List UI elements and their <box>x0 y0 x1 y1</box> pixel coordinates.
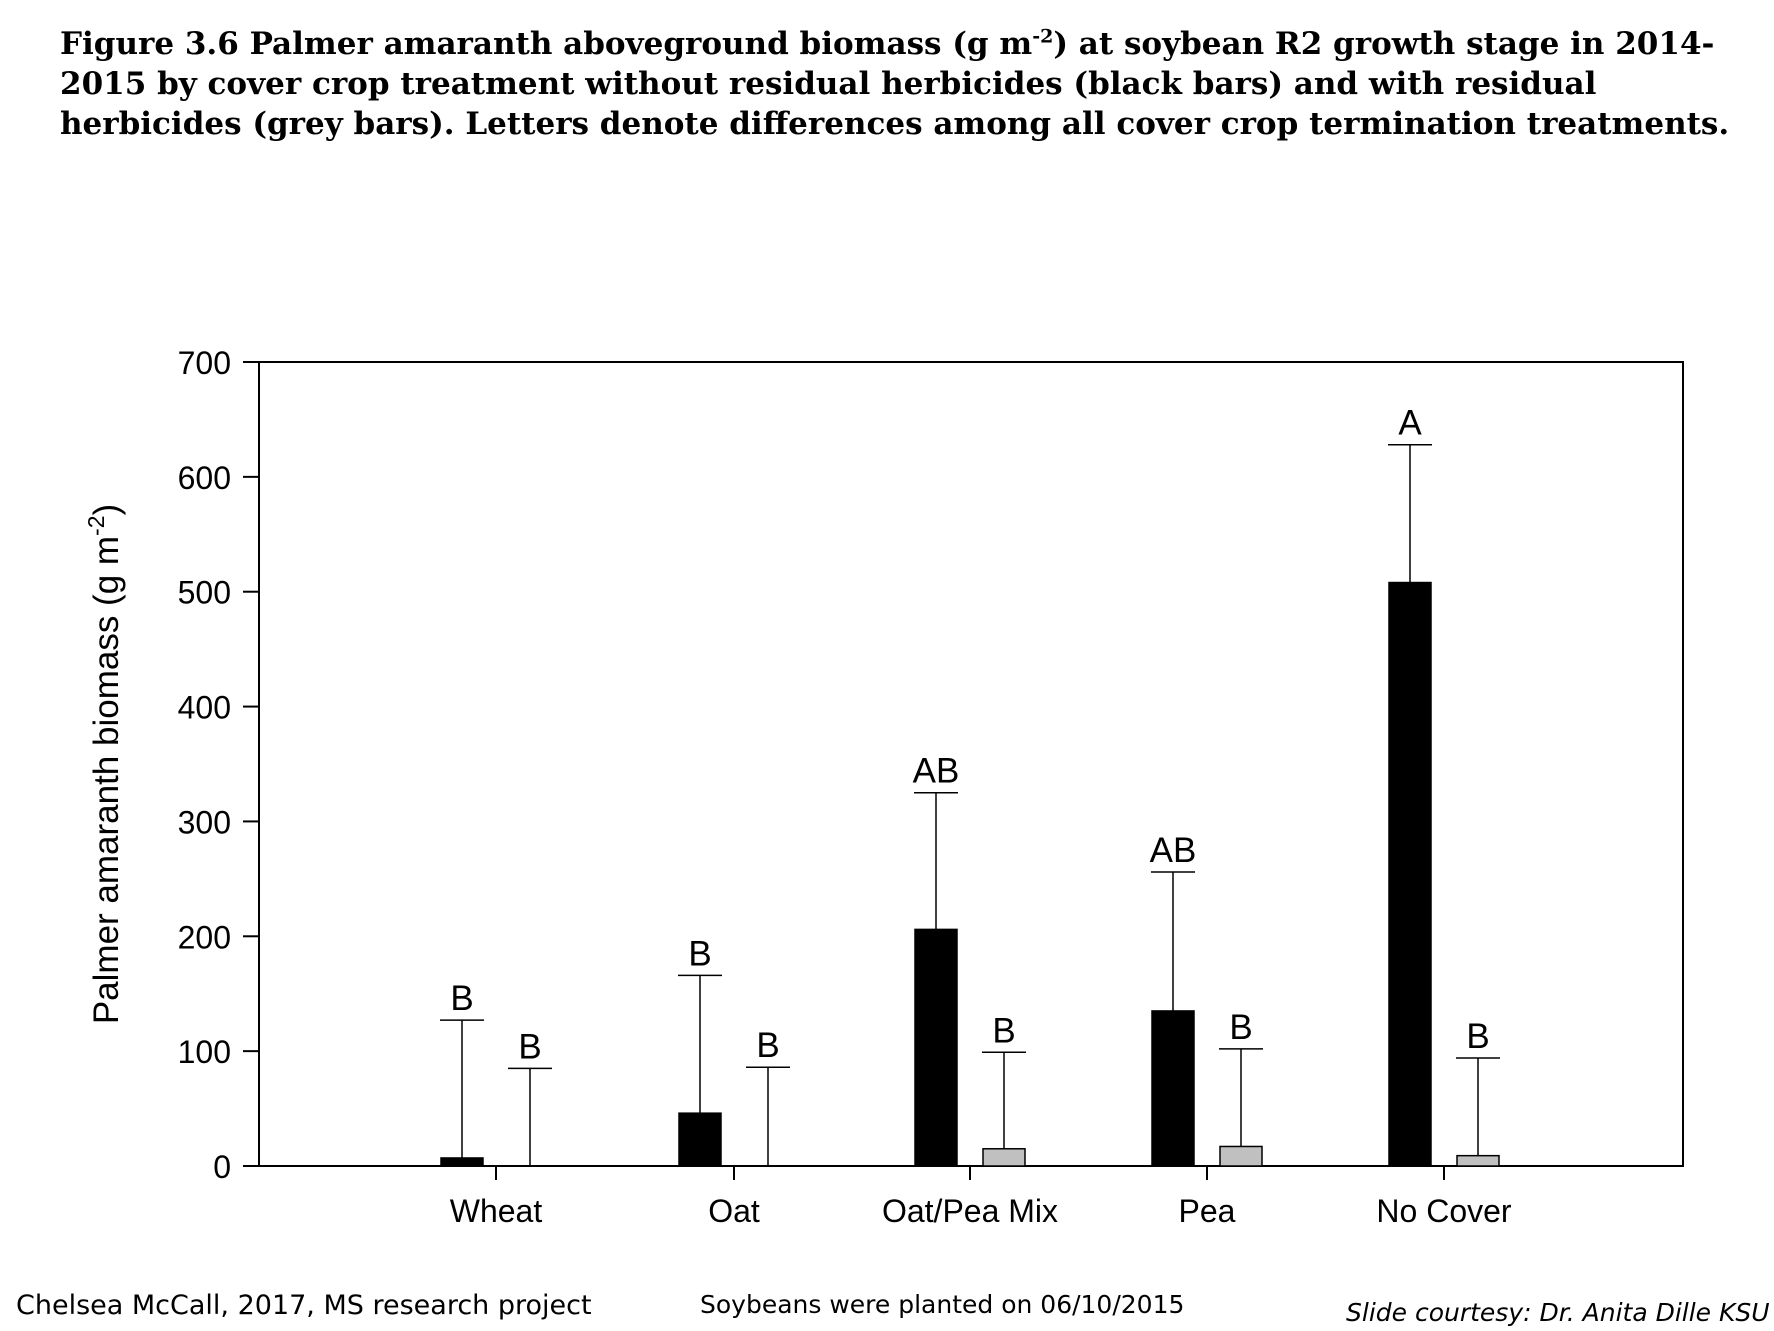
x-axis: Wheat Oat Oat/Pea Mix Pea No Cover <box>450 1166 1512 1229</box>
bar-grey <box>982 1148 1026 1167</box>
y-tick-label: 300 <box>178 804 231 840</box>
x-tick-label: No Cover <box>1376 1193 1512 1229</box>
bar-grey <box>1219 1145 1263 1167</box>
x-tick-label: Wheat <box>450 1193 543 1229</box>
y-tick-label: 0 <box>213 1149 231 1185</box>
y-tick-label: 200 <box>178 919 231 955</box>
footer-planting-date: Soybeans were planted on 06/10/2015 <box>700 1290 1185 1319</box>
bar-black <box>1151 1010 1195 1167</box>
footer-credit: Slide courtesy: Dr. Anita Dille KSU <box>1346 1298 1770 1327</box>
significance-letter: B <box>1229 1008 1252 1047</box>
y-tick-label: 500 <box>178 575 231 611</box>
y-tick-label: 700 <box>178 345 231 381</box>
significance-letter: AB <box>1150 831 1197 870</box>
footer-author: Chelsea McCall, 2017, MS research projec… <box>16 1290 592 1321</box>
y-tick-label: 400 <box>178 690 231 726</box>
significance-letter: B <box>756 1026 779 1065</box>
significance-letter: B <box>1466 1017 1489 1056</box>
caption-text-2: ) at soybean R2 growth stage in 2014-201… <box>60 26 1730 142</box>
bar-black <box>1388 581 1432 1167</box>
bar-black <box>914 928 958 1167</box>
significance-letter: B <box>688 934 711 973</box>
x-tick-label: Pea <box>1179 1193 1236 1229</box>
y-axis: 0 100 200 300 400 500 600 700 <box>178 345 259 1185</box>
significance-letter: AB <box>913 752 960 791</box>
y-axis-label: Palmer amaranth biomass (g m-2) <box>83 504 126 1024</box>
caption-superscript: -2 <box>1032 25 1054 48</box>
y-axis-label-superscript: -2 <box>83 515 109 535</box>
bar-black <box>678 1112 722 1167</box>
significance-letter: B <box>450 979 473 1018</box>
y-tick-label: 100 <box>178 1034 231 1070</box>
y-axis-label-tail: ) <box>87 504 126 516</box>
x-tick-label: Oat <box>708 1193 760 1229</box>
figure-caption: Figure 3.6 Palmer amaranth aboveground b… <box>60 24 1740 144</box>
bar-black <box>440 1157 484 1167</box>
significance-letter: A <box>1398 404 1422 443</box>
bar-grey <box>1456 1154 1500 1167</box>
y-axis-label-main: Palmer amaranth biomass (g m <box>87 536 126 1024</box>
caption-text-1: Figure 3.6 Palmer amaranth aboveground b… <box>60 26 1033 62</box>
x-tick-label: Oat/Pea Mix <box>882 1193 1058 1229</box>
significance-letter: B <box>518 1027 541 1066</box>
y-tick-label: 600 <box>178 460 231 496</box>
significance-letter: B <box>992 1011 1015 1050</box>
